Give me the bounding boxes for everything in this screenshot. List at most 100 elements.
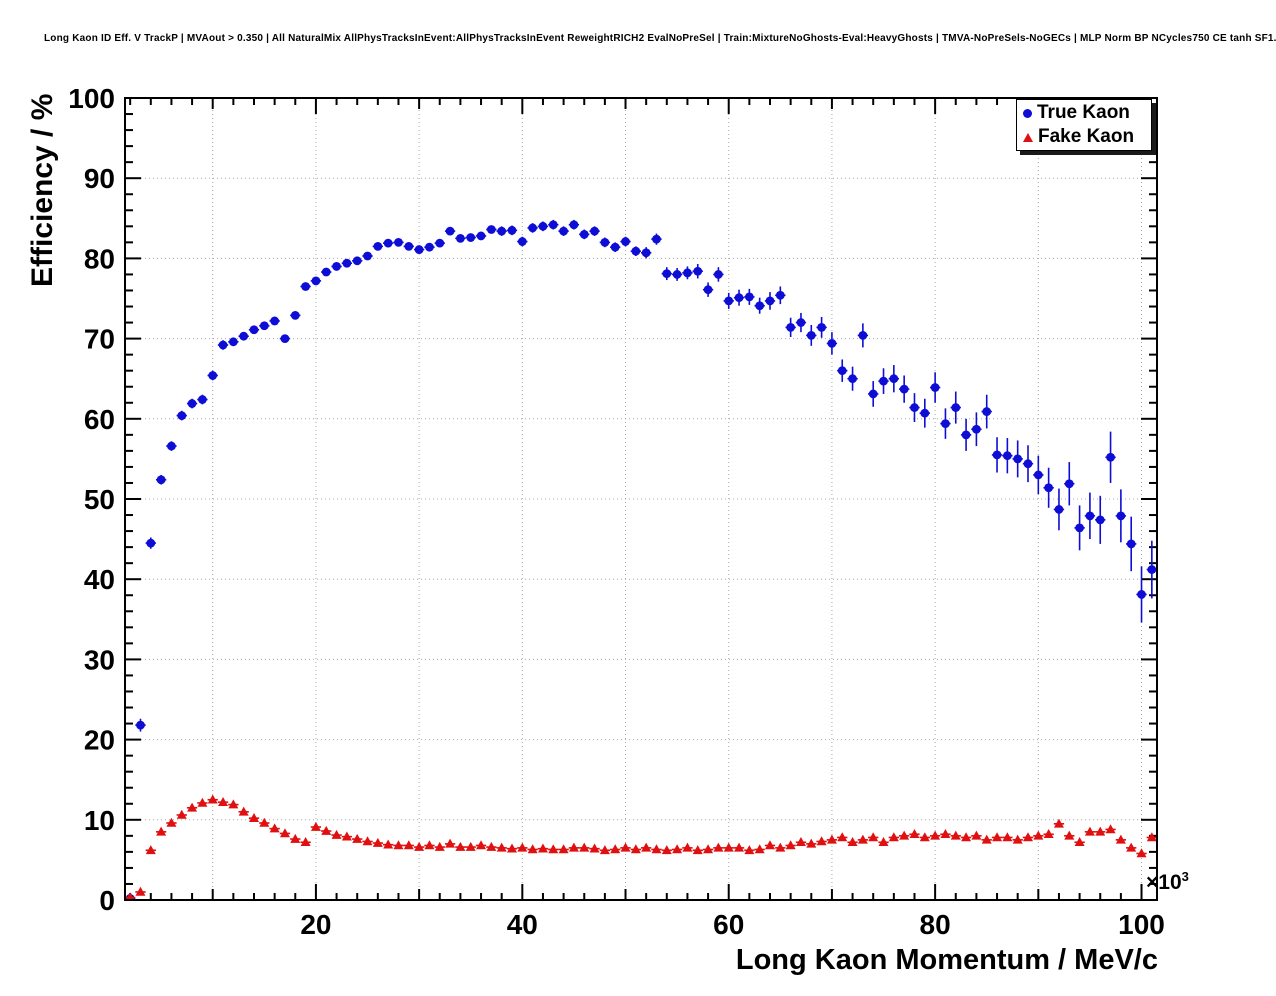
data-point — [981, 834, 992, 844]
data-point — [321, 267, 331, 277]
data-point — [228, 337, 238, 347]
data-point — [600, 237, 610, 247]
data-point — [300, 837, 311, 847]
data-point — [568, 842, 579, 852]
data-point — [218, 796, 229, 806]
data-point — [176, 809, 187, 819]
data-point — [1147, 565, 1157, 574]
data-point — [476, 231, 486, 241]
data-point — [1043, 829, 1054, 839]
data-point — [1095, 826, 1106, 836]
data-point — [754, 844, 765, 854]
data-point — [145, 845, 156, 855]
data-point — [848, 374, 857, 384]
data-point — [775, 290, 785, 300]
data-point — [951, 403, 961, 412]
data-point — [394, 237, 403, 247]
data-point — [538, 221, 548, 231]
data-point — [899, 384, 909, 394]
data-point — [579, 842, 590, 852]
data-point — [786, 322, 796, 332]
data-point — [734, 842, 745, 852]
data-point — [930, 830, 941, 840]
plot-title: Long Kaon ID Eff. V TrackP | MVAout > 0.… — [44, 33, 1276, 44]
x-axis-title: Long Kaon Momentum / MeV/c — [735, 944, 1158, 976]
data-point — [714, 270, 723, 279]
svg-text:50: 50 — [84, 484, 115, 515]
data-point — [424, 840, 435, 850]
data-point — [1033, 470, 1043, 480]
data-point — [403, 840, 414, 850]
data-point — [269, 823, 280, 833]
data-point — [982, 407, 992, 416]
data-point — [404, 241, 414, 251]
data-point — [362, 836, 373, 846]
svg-text:30: 30 — [84, 644, 115, 675]
data-point — [878, 837, 889, 847]
data-point — [537, 843, 548, 853]
data-point — [156, 826, 167, 836]
data-point — [332, 262, 341, 271]
svg-text:20: 20 — [84, 725, 115, 756]
svg-text:100: 100 — [1118, 909, 1165, 940]
data-point — [1023, 832, 1033, 842]
data-point — [1115, 834, 1126, 844]
data-point — [238, 806, 249, 816]
data-point — [734, 293, 744, 303]
data-point — [610, 242, 620, 252]
data-point — [425, 242, 434, 252]
data-point — [785, 840, 796, 850]
svg-text:60: 60 — [84, 404, 115, 435]
data-point — [641, 248, 651, 258]
data-point — [352, 256, 362, 266]
data-point — [713, 842, 724, 852]
data-point — [610, 844, 621, 854]
data-point — [920, 408, 930, 418]
data-point — [672, 844, 683, 854]
data-point — [806, 330, 816, 340]
data-point — [445, 838, 456, 848]
data-point — [496, 842, 507, 852]
data-point — [1075, 523, 1084, 533]
data-point — [280, 334, 290, 343]
data-point — [630, 844, 641, 854]
data-point — [259, 817, 270, 827]
data-point — [941, 419, 950, 429]
data-point — [1136, 848, 1147, 858]
legend-label-true-kaon: True Kaon — [1037, 102, 1130, 123]
data-point — [290, 310, 300, 320]
legend-entry-fake-kaon: Fake Kaon — [1017, 125, 1151, 149]
data-point — [1084, 826, 1095, 836]
svg-text:40: 40 — [507, 909, 538, 940]
data-point — [775, 842, 786, 852]
x-tick-labels: 20 40 60 80 100 — [300, 909, 1165, 940]
data-point — [796, 318, 806, 327]
data-point — [806, 838, 817, 848]
data-point — [909, 829, 920, 839]
data-point — [724, 296, 734, 306]
axis-ticks — [125, 98, 1157, 900]
data-point — [435, 238, 445, 248]
data-point — [290, 833, 301, 843]
data-point — [599, 845, 610, 855]
data-point — [1126, 842, 1137, 852]
data-point — [497, 226, 507, 236]
data-point — [1002, 451, 1012, 461]
data-point — [517, 237, 527, 246]
data-point — [414, 841, 425, 851]
legend-entry-true-kaon: True Kaon — [1017, 101, 1151, 125]
data-point — [456, 233, 465, 243]
data-point — [744, 845, 755, 855]
y-tick-labels: 0 10 20 30 40 50 60 70 80 90 100 — [68, 83, 115, 916]
data-point — [135, 886, 146, 896]
data-point — [672, 270, 682, 279]
data-point — [528, 223, 538, 233]
data-point — [682, 842, 693, 852]
data-point — [889, 374, 899, 384]
data-point — [652, 234, 661, 244]
data-point — [857, 834, 868, 844]
data-point — [579, 229, 589, 239]
data-point — [383, 839, 394, 849]
legend: True Kaon Fake Kaon — [1016, 99, 1152, 151]
